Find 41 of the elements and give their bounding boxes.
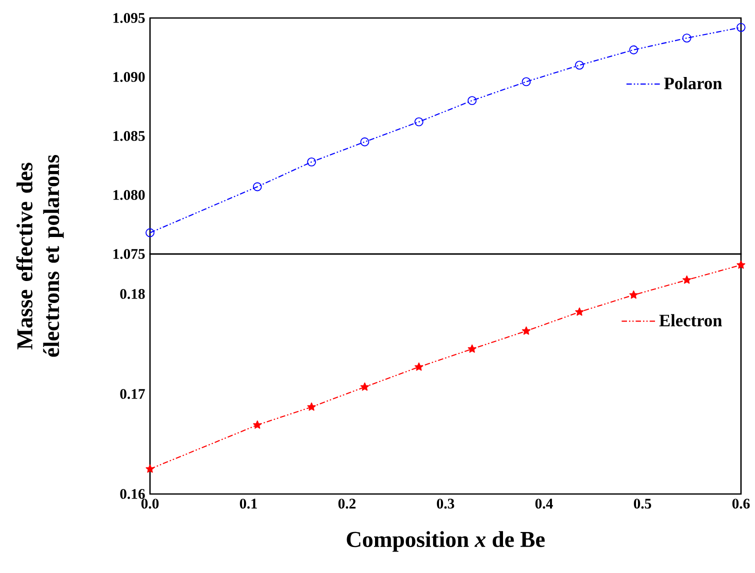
point	[468, 96, 477, 106]
x-tick-label: 0.5	[634, 498, 652, 509]
y-tick-label: 1.085	[113, 131, 145, 141]
x-tick-label: 0.0	[141, 498, 159, 509]
x-tick-label: 0.3	[436, 498, 454, 509]
point	[682, 34, 692, 43]
y-tick-label: 1.075	[113, 249, 145, 259]
y-tick-label: 1.080	[113, 190, 145, 200]
point	[253, 420, 262, 429]
point	[629, 290, 638, 299]
point	[736, 260, 746, 269]
point	[360, 137, 370, 146]
point	[414, 362, 424, 371]
point	[414, 117, 424, 126]
y-tick-label: 1.090	[113, 72, 145, 82]
x-axis-title: Composition x de Be	[346, 531, 545, 552]
y-axis-title: Masse effective des électrons et polarons	[16, 154, 64, 357]
point	[252, 182, 262, 192]
point	[307, 402, 316, 411]
point	[736, 22, 746, 32]
point	[574, 60, 584, 70]
y-tick-label: 0.17	[120, 389, 145, 399]
point	[146, 464, 154, 473]
x-tick-label: 0.2	[338, 498, 356, 509]
point	[682, 276, 692, 284]
point	[307, 157, 316, 166]
x-tick-label: 0.6	[732, 498, 750, 509]
y-tick-label: 0.16	[120, 489, 145, 499]
point	[575, 308, 584, 316]
point	[629, 45, 638, 54]
y-tick-label: 1.095	[113, 13, 145, 23]
point	[522, 77, 531, 86]
y-tick-label: 0.18	[120, 289, 145, 299]
point	[360, 382, 370, 391]
x-tick-label: 0.1	[240, 498, 257, 509]
legend-label: Electron	[659, 314, 722, 326]
point	[468, 344, 476, 353]
point	[146, 228, 154, 238]
x-tick-label: 0.4	[535, 498, 553, 509]
legend-label: Polaron	[664, 77, 722, 90]
point	[522, 326, 531, 335]
